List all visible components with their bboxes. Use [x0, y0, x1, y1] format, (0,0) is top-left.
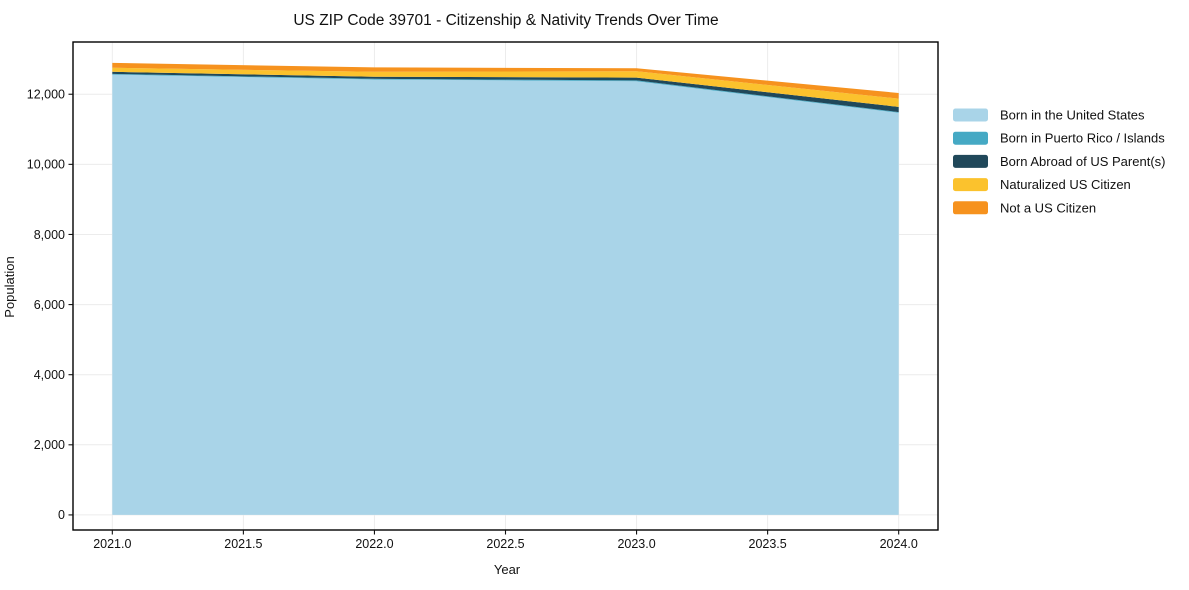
- x-tick-label: 2021.0: [93, 537, 131, 551]
- area-series-not-a-us-citizen: [112, 62, 899, 99]
- legend-label-not-a-us-citizen: Not a US Citizen: [1000, 200, 1096, 215]
- legend-label-born-in-puerto-rico-islands: Born in Puerto Rico / Islands: [1000, 131, 1165, 146]
- legend-label-born-in-the-united-states: Born in the United States: [1000, 108, 1145, 123]
- chart-title: US ZIP Code 39701 - Citizenship & Nativi…: [293, 12, 718, 29]
- y-axis-label: Population: [2, 256, 17, 317]
- legend-label-born-abroad-of-us-parent-s: Born Abroad of US Parent(s): [1000, 154, 1165, 169]
- x-tick-label: 2021.5: [224, 537, 262, 551]
- x-tick-label: 2022.0: [355, 537, 393, 551]
- area-series-naturalized-us-citizen: [112, 67, 899, 107]
- y-tick-label: 8,000: [34, 228, 65, 242]
- area-series-born-abroad-of-us-parent-s: [112, 71, 899, 113]
- y-tick-label: 4,000: [34, 368, 65, 382]
- legend-swatch-born-in-puerto-rico-islands: [953, 131, 988, 145]
- x-tick-label: 2023.5: [749, 537, 787, 551]
- stacked-areas: [112, 62, 899, 515]
- y-tick-label: 0: [58, 508, 65, 522]
- y-tick-label: 10,000: [27, 158, 65, 172]
- legend-swatch-not-a-us-citizen: [953, 201, 988, 215]
- x-tick-label: 2024.0: [880, 537, 918, 551]
- x-tick-label: 2022.5: [486, 537, 524, 551]
- axis-ticks-and-labels: 2021.0 2021.5 2022.0 2022.5 2023.0 2023.5 2024…: [27, 88, 918, 551]
- y-tick-label: 2,000: [34, 438, 65, 452]
- area-series-born-in-the-united-states: [112, 74, 899, 515]
- legend-swatch-born-in-the-united-states: [953, 108, 988, 122]
- legend-label-naturalized-us-citizen: Naturalized US Citizen: [1000, 177, 1131, 192]
- y-tick-label: 12,000: [27, 88, 65, 102]
- x-tick-label: 2023.0: [617, 537, 655, 551]
- legend-swatch-naturalized-us-citizen: [953, 178, 988, 192]
- y-tick-label: 6,000: [34, 298, 65, 312]
- area-series-born-in-puerto-rico-islands: [112, 73, 899, 113]
- legend-swatch-born-abroad-of-us-parent-s: [953, 154, 988, 168]
- legend: Born in the United States Born in Puerto …: [953, 108, 1165, 215]
- x-axis-label: Year: [494, 562, 521, 577]
